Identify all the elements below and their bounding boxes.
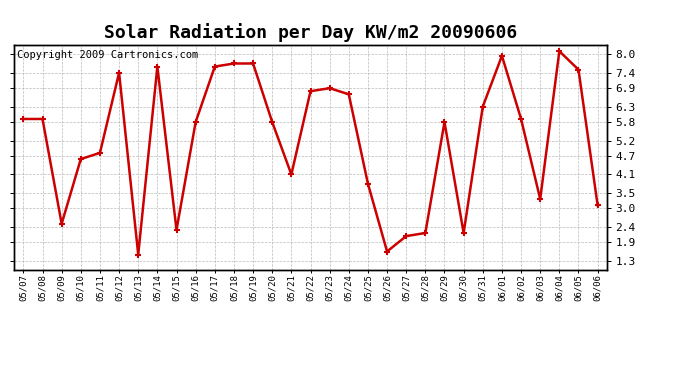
Text: Copyright 2009 Cartronics.com: Copyright 2009 Cartronics.com [17,50,198,60]
Title: Solar Radiation per Day KW/m2 20090606: Solar Radiation per Day KW/m2 20090606 [104,23,517,42]
